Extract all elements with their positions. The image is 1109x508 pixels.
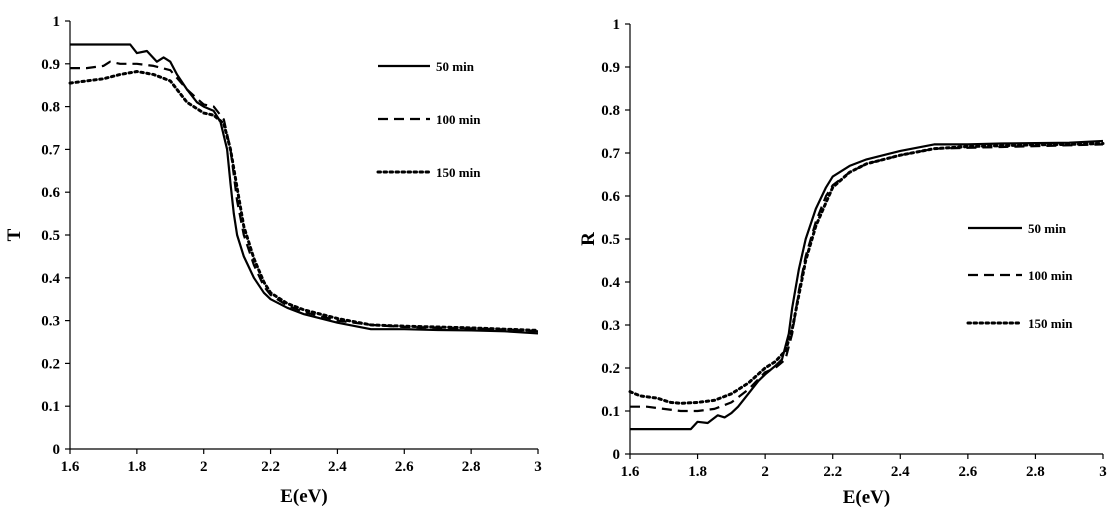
series-line-solid [630,139,1104,431]
x-tick-label: 2.6 [395,459,414,475]
x-tick-label: 1.8 [127,459,146,475]
y-tick-label: 0 [53,442,61,458]
x-tick-label: 2.2 [261,459,280,475]
x-tick-label: 2 [761,464,769,480]
y-tick-label: 0.8 [601,103,620,119]
y-axis-label: T [4,228,25,241]
y-tick-label: 0.6 [41,185,60,201]
x-tick-label: 2.2 [823,464,842,480]
y-tick-label: 0.4 [41,271,60,287]
x-tick-label: 2.4 [891,464,910,480]
y-tick-label: 0.5 [601,232,620,248]
legend-label: 50 min [1028,221,1067,236]
y-tick-label: 0.7 [41,142,60,158]
y-tick-label: 1 [613,17,621,33]
y-tick-label: 0.9 [41,57,60,73]
y-tick-label: 0.6 [601,189,620,205]
x-tick-label: 2 [200,459,208,475]
x-tick-label: 1.8 [688,464,707,480]
x-axis-label: E(eV) [280,486,327,507]
y-tick-label: 0.8 [41,100,60,116]
x-tick-label: 2.8 [1026,464,1045,480]
y-tick-label: 0 [613,447,621,463]
legend-label: 150 min [436,165,481,180]
chart-reflectance: 0 0.1 0.2 0.3 0.4 0.5 0.6 0.7 0.8 0.9 1 1.6 1.8 2 2.2 2… [578,17,1107,508]
y-tick-label: 0.1 [601,404,620,420]
y-tick-label: 0.4 [601,275,620,291]
x-tick-label: 3 [534,459,542,475]
y-tick-label: 0.2 [601,361,620,377]
y-tick-label: 0.5 [41,228,60,244]
series-line-solid [70,43,539,335]
x-axis-label: E(eV) [843,487,890,508]
series-line-dashed [70,60,539,333]
legend-label: 150 min [1028,316,1073,331]
x-tick-label: 1.6 [61,459,80,475]
x-tick-label: 3 [1099,464,1107,480]
series-line-dotted [628,142,1105,405]
y-tick-label: 0.9 [601,60,620,76]
y-axis-label: R [578,232,599,246]
legend-label: 100 min [1028,268,1073,283]
y-tick-label: 0.7 [601,146,620,162]
y-tick-label: 0.3 [41,314,60,330]
x-tick-label: 2.4 [328,459,347,475]
legend-label: 100 min [436,112,481,127]
y-tick-label: 1 [53,14,61,30]
x-tick-label: 2.6 [958,464,977,480]
series-line-dotted [68,70,540,332]
y-tick-label: 0.1 [41,399,60,415]
x-tick-label: 2.8 [462,459,481,475]
chart-transmittance: 0 0.1 0.2 0.3 0.4 0.5 0.6 0.7 0.8 0.9 1 1.6 1.8 2 2.2 2… [4,14,542,507]
y-tick-label: 0.2 [41,356,60,372]
y-tick-label: 0.3 [601,318,620,334]
x-tick-label: 1.6 [621,464,640,480]
legend-label: 50 min [436,59,475,74]
